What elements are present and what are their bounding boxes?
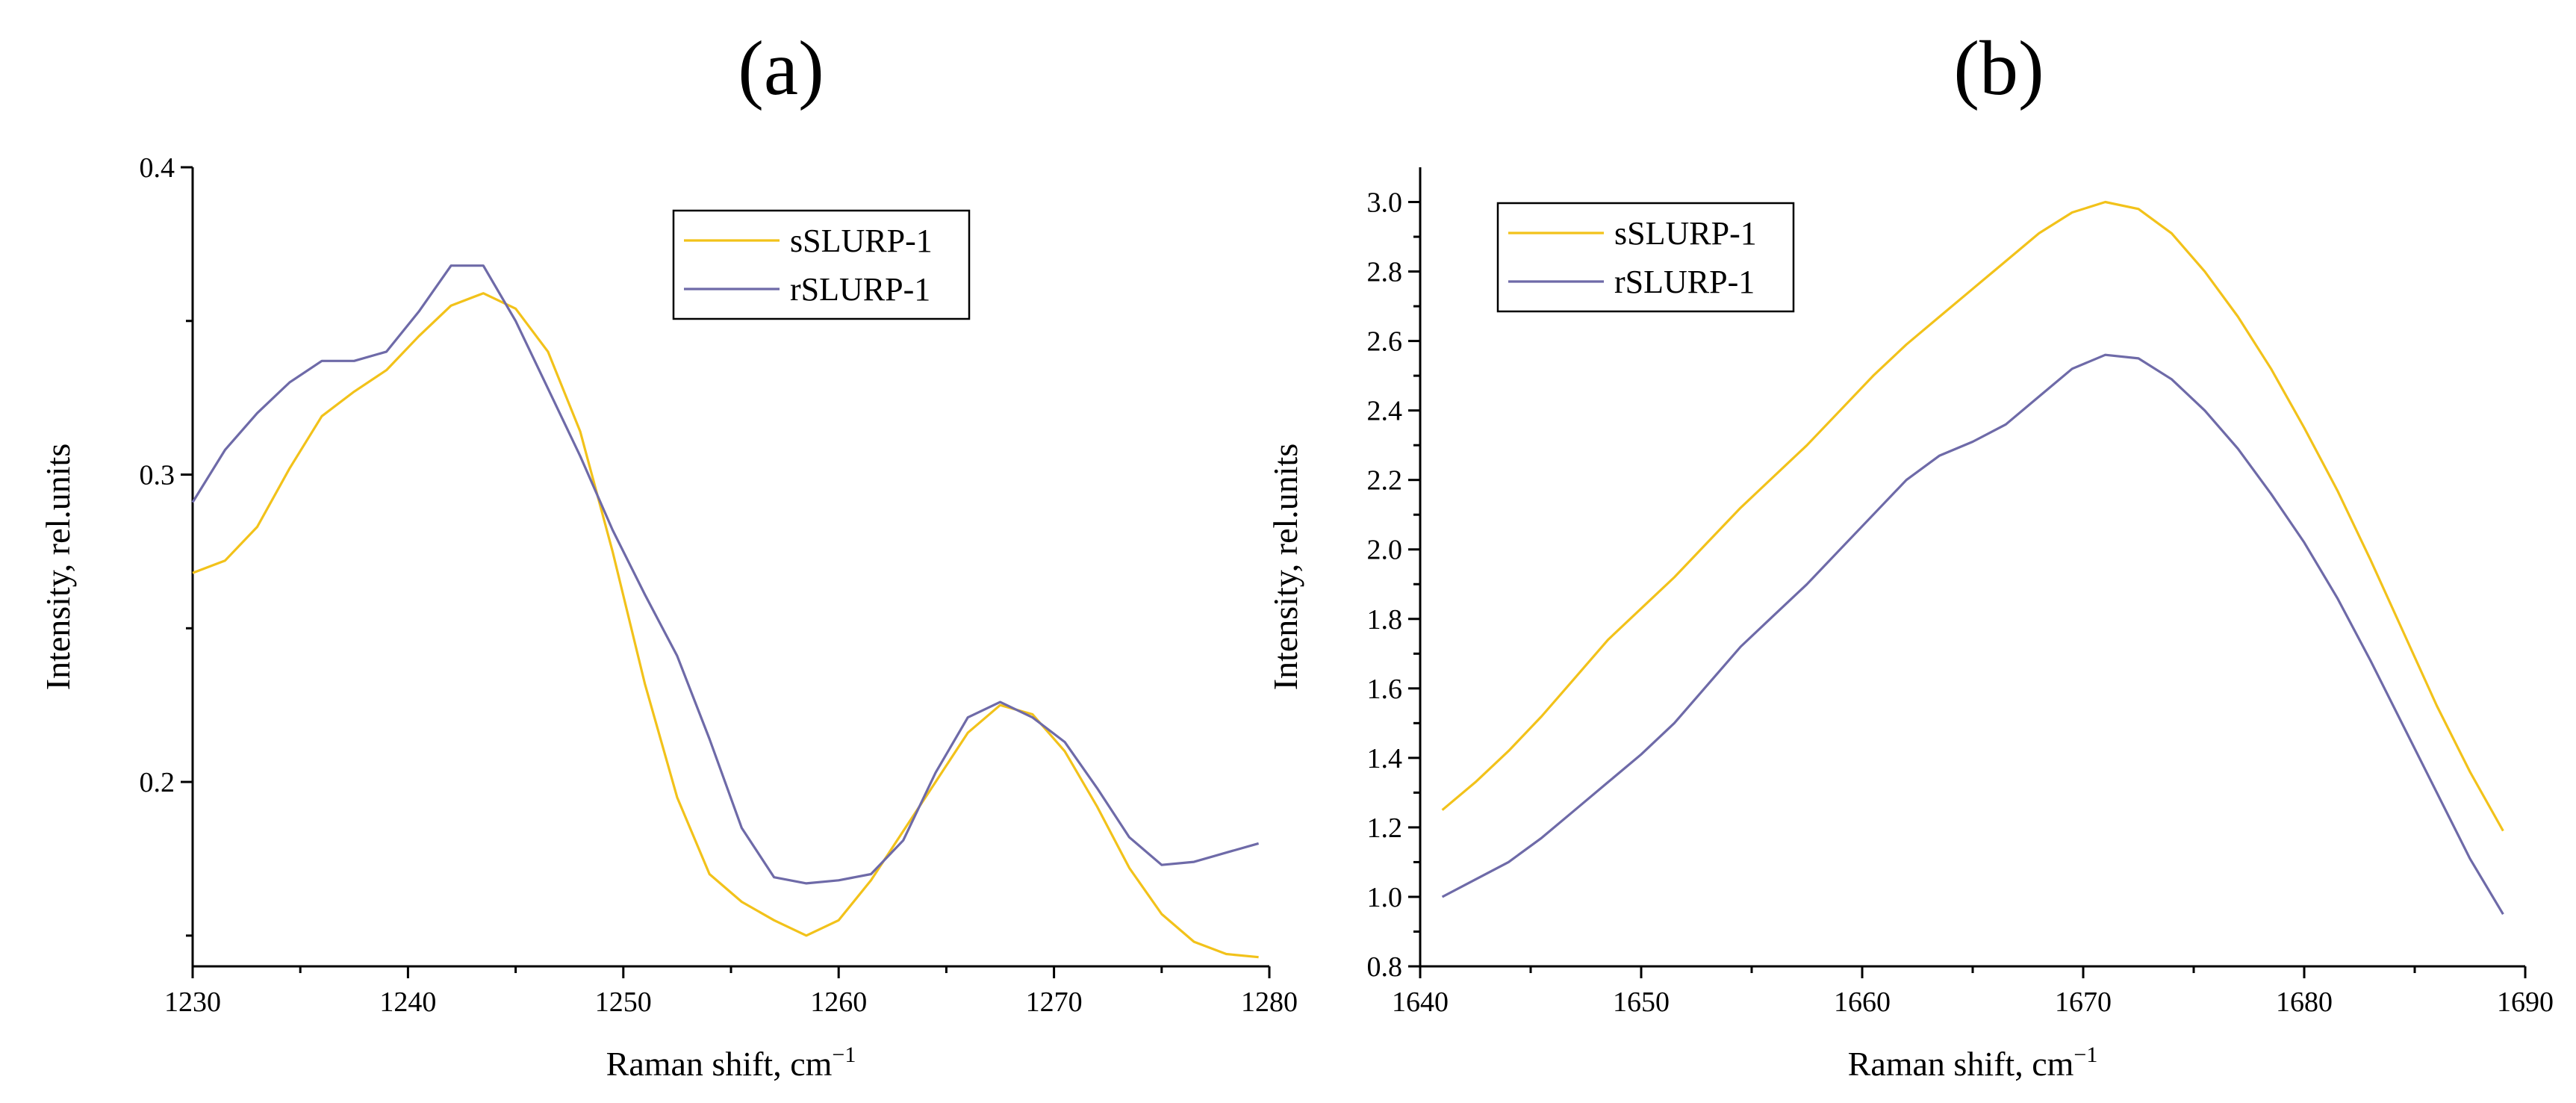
chart-panel-1: (a) 1230 1240 1250 1260 1270 1280 0.2 0.3 0.4 Rama… [39, 25, 1298, 1083]
y-axis-title: Intensity, rel.units [39, 444, 77, 690]
y-tick-label: 0.4 [140, 152, 175, 184]
legend: sSLURP-1 rSLURP-1 [672, 209, 971, 320]
x-axis-title: Raman shift, cm−1 [606, 1043, 856, 1083]
y-tick-label: 1.8 [1367, 604, 1403, 636]
y-tick-label: 1.0 [1367, 882, 1403, 913]
series-line-rslurp-1 [1441, 353, 2504, 916]
y-tick-label: 1.2 [1367, 813, 1403, 844]
series-line-sslurp-1 [192, 292, 1259, 959]
legend-box [1496, 202, 1795, 313]
y-axis-title: Intensity, rel.units [1266, 444, 1304, 690]
x-tick-label: 1690 [2497, 987, 2554, 1018]
x-tick-label: 1670 [2055, 987, 2112, 1018]
y-tick-label: 2.6 [1367, 326, 1403, 358]
y-tick-label: 2.4 [1367, 396, 1403, 427]
y-tick-label: 1.4 [1367, 743, 1403, 774]
x-tick-label: 1280 [1241, 987, 1298, 1018]
x-tick-label: 1640 [1392, 987, 1449, 1018]
x-tick-label: 1260 [810, 987, 867, 1018]
series-line-sslurp-1 [1441, 200, 2504, 832]
panel-label: (b) [1953, 25, 2044, 111]
chart-panel-2: (b) 1640 1650 1660 1670 1680 1690 0.8 1.0 1.2 1.4 1… [1266, 25, 2554, 1083]
legend-label: sSLURP-1 [790, 223, 933, 259]
x-tick-label: 1680 [2276, 987, 2333, 1018]
x-tick-label: 1660 [1834, 987, 1891, 1018]
x-tick-label: 1650 [1613, 987, 1670, 1018]
legend-box [672, 209, 971, 320]
y-tick-label: 0.8 [1367, 951, 1403, 983]
y-tick-label: 1.6 [1367, 674, 1403, 705]
y-tick-label: 2.8 [1367, 257, 1403, 288]
legend: sSLURP-1 rSLURP-1 [1496, 202, 1795, 313]
x-tick-label: 1270 [1026, 987, 1083, 1018]
x-tick-label: 1250 [595, 987, 652, 1018]
y-tick-label: 2.0 [1367, 535, 1403, 566]
y-tick-label: 2.2 [1367, 465, 1403, 497]
legend-label: rSLURP-1 [790, 271, 930, 308]
y-tick-label: 3.0 [1367, 187, 1403, 219]
legend-label: rSLURP-1 [1614, 264, 1755, 300]
y-tick-label: 0.3 [140, 460, 175, 491]
series-line-rslurp-1 [191, 264, 1260, 885]
y-tick-label: 0.2 [140, 767, 175, 798]
legend-label: sSLURP-1 [1614, 215, 1757, 252]
x-axis-title: Raman shift, cm−1 [1848, 1043, 2098, 1083]
x-tick-label: 1240 [379, 987, 436, 1018]
panel-label: (a) [738, 25, 824, 111]
x-tick-label: 1230 [164, 987, 221, 1018]
